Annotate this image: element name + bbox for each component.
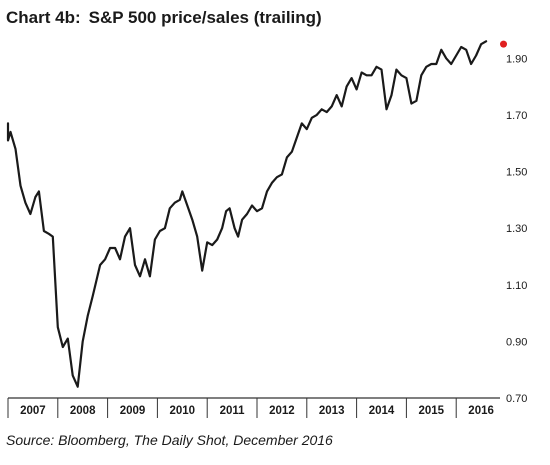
chart-title: S&P 500 price/sales (trailing)	[88, 8, 322, 27]
y-tick-label: 1.30	[506, 223, 527, 235]
y-tick-label: 0.90	[506, 336, 527, 348]
y-tick-label: 1.70	[506, 110, 527, 122]
y-tick-label: 1.50	[506, 167, 527, 179]
axes	[7, 397, 500, 418]
chart-title-block: Chart 4b: S&P 500 price/sales (trailing)	[6, 8, 322, 28]
x-tick-label: 2015	[419, 405, 445, 417]
x-tick-label: 2010	[170, 405, 196, 417]
x-axis-ticks: 2007 2008 2009 2010 2011 2012 2013 2014 2015 2016	[20, 405, 494, 417]
x-tick-label: 2014	[369, 405, 395, 417]
x-tick-label: 2009	[120, 405, 146, 417]
x-tick-label: 2007	[20, 405, 46, 417]
x-tick-label: 2013	[319, 405, 345, 417]
y-axis-ticks: 0.70 0.90 1.10 1.30 1.50 1.70 1.90	[506, 53, 527, 405]
x-tick-label: 2008	[70, 405, 96, 417]
x-tick-label: 2011	[220, 405, 246, 417]
latest-value-marker	[500, 40, 508, 48]
y-tick-label: 1.10	[506, 280, 527, 292]
x-tick-label: 2012	[269, 405, 295, 417]
y-tick-label: 1.90	[506, 53, 527, 65]
source-note: Source: Bloomberg, The Daily Shot, Decem…	[6, 432, 333, 448]
series-line	[6, 40, 488, 388]
chart-number: Chart 4b:	[6, 8, 81, 27]
x-tick-label: 2016	[468, 405, 494, 417]
plot-area	[6, 40, 508, 388]
y-tick-label: 0.70	[506, 393, 527, 405]
